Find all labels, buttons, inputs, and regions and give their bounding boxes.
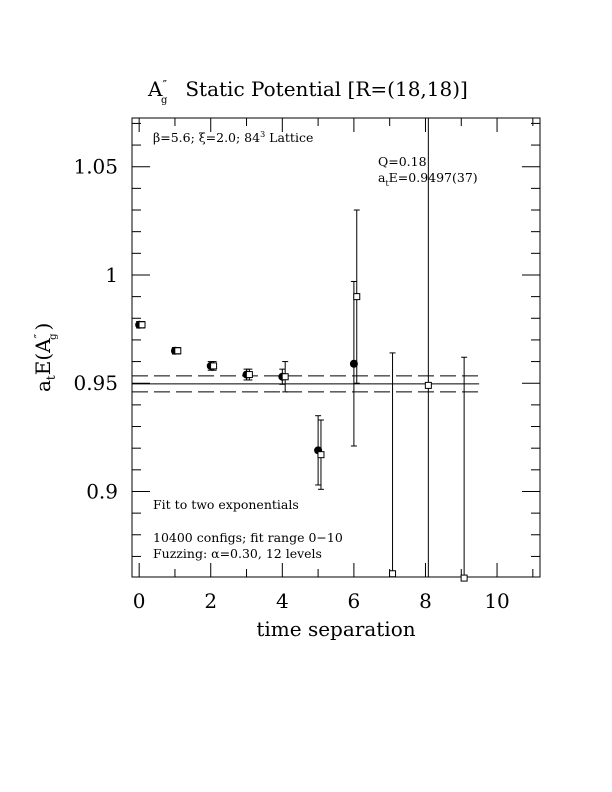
title-symbol-sup: ″ [162,78,167,92]
note-fuzzing: Fuzzing: α=0.30, 12 levels [153,546,322,561]
data-point-square [245,371,253,379]
fit-energy-prefix: a [378,170,386,185]
data-point-circle [349,359,358,368]
plot-frame [131,117,541,578]
chart-title: A″ g Static Potential [R=(18,18)] [147,77,468,106]
axis-ticks [132,118,540,577]
x-tick-label: 4 [276,589,289,613]
y-tick-label: 0.9 [86,479,118,503]
lattice-note-sup: 3 [260,130,265,139]
data-point-square [138,321,146,329]
lattice-note-prefix: β=5.6; ξ=2.0; 84 [153,130,260,145]
ylabel-open: E(A [31,338,55,375]
ylabel-sub: t [44,375,58,380]
x-tick-label: 10 [484,589,509,613]
lattice-note-suffix: Lattice [265,130,313,145]
data-point-square [281,373,289,381]
x-tick-label: 8 [419,589,432,613]
data-point-square [353,293,361,301]
note-fit: Fit to two exponentials [153,497,299,512]
fit-q: Q=0.18 [378,154,427,169]
y-tick-label: 0.95 [73,371,118,395]
y-axis-label: atE(A″ g) [31,323,59,392]
data-point-square [210,362,218,370]
ylabel-main: a [31,380,55,392]
data-series [135,118,468,582]
ylabel-sub2: g [48,333,59,340]
y-tick-label: 1.05 [73,155,118,179]
fit-energy-suffix: E=0.9497(37) [389,170,478,185]
note-configs: 10400 configs; fit range 0−10 [153,530,343,545]
y-tick-label: 1 [105,263,118,287]
lattice-note: β=5.6; ξ=2.0; 843 Lattice [153,130,313,145]
x-tick-label: 2 [204,589,217,613]
data-point-square [460,574,468,582]
title-symbol-sub: g [161,95,168,106]
title-symbol: A [147,77,163,101]
title-rest: Static Potential [R=(18,18)] [185,77,468,101]
fit-energy: atE=0.9497(37) [378,170,478,188]
x-tick-label: 0 [133,589,146,613]
axis-tick-labels: 0 2 4 6 8 10 0.9 0.95 1 1.05 [73,155,509,613]
data-point-square [389,570,397,578]
data-point-square [174,347,182,355]
data-point-square [317,451,325,459]
ylabel-close: ) [31,323,55,331]
x-tick-label: 6 [348,589,361,613]
fit-energy-sub: t [385,179,389,188]
fit-band [132,375,480,393]
x-axis-label: time separation [256,617,415,641]
data-point-square [424,381,432,389]
ylabel-sup: ″ [32,333,46,338]
